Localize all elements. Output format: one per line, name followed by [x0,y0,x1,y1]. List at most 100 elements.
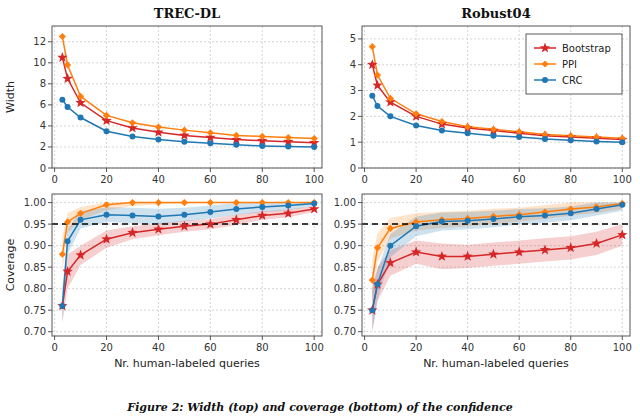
marker-star [385,257,395,267]
grid-line-x [416,26,417,168]
tick-y [48,41,52,42]
page: {"caption": "Figure 2: Width (top) and c… [0,0,640,419]
tick-y [358,267,362,268]
marker-diamond [103,112,110,119]
marker-circle [619,202,625,208]
tick-label-y: 5 [350,33,356,44]
tick-label-x: 80 [564,174,577,185]
grid-line-y [362,224,630,225]
marker-circle [594,206,600,212]
tick-label-x: 60 [513,174,526,185]
marker-circle [233,142,239,148]
subplot: 020406080100012345Robust04BootstrapPPICR… [350,6,632,185]
marker-diamond [285,134,292,141]
grid-line-y [52,62,322,63]
legend-box [526,34,622,94]
marker-star [488,249,498,259]
marker-diamond [233,199,240,206]
marker-star [57,300,67,310]
plot-frame [362,26,630,168]
marker-circle [65,238,71,244]
marker-diamond [369,276,376,283]
tick-y [48,62,52,63]
data-group [52,199,322,323]
marker-diamond [64,61,71,68]
marker-diamond [374,71,381,78]
tick-y [358,288,362,289]
tick-label-y: 12 [33,36,46,47]
tick-x [158,168,159,172]
axis-label-x: Nr. human-labeled queries [423,357,569,370]
marker-circle [78,115,84,121]
tick-label-x: 100 [305,174,324,185]
tick-label-y: 0.85 [24,262,46,273]
plot-frame [52,26,322,168]
grid-line-y [52,83,322,84]
marker-star [540,244,550,254]
marker-star [367,305,377,315]
marker-circle [542,213,548,219]
grid-line-y [52,310,322,311]
tick-x [54,168,55,172]
reference-line [362,223,630,225]
grid-line-x [364,194,365,336]
tick-y [48,331,52,332]
subplot: 0204060801000.700.750.800.850.900.951.00… [334,194,632,370]
tick-label-x: 40 [152,174,165,185]
tick-x [467,168,468,172]
grid-line-y [52,41,322,42]
tick-y [48,202,52,203]
grid-line-x [54,194,55,336]
marker-diamond [438,118,445,125]
marker-star [566,242,576,252]
marker-star [411,247,421,257]
tick-x [364,336,365,340]
tick-label-x: 100 [305,342,324,353]
marker-diamond [259,133,266,140]
grid-line-x [519,26,520,168]
tick-label-x: 100 [613,342,632,353]
legend-label: Bootstrap [562,43,611,54]
marker-diamond [207,129,214,136]
tick-label-y: 0.70 [334,326,356,337]
series-line [62,203,314,305]
tick-x [158,336,159,340]
marker-circle [439,219,445,225]
marker-diamond [181,127,188,134]
tick-label-y: 0.80 [24,283,46,294]
plot-background [362,194,630,336]
marker-star [153,224,163,234]
marker-diamond [129,119,136,126]
series-line [62,203,314,255]
tick-label-y: 1 [350,137,356,148]
series-line [62,37,314,139]
marker-circle [542,77,548,83]
marker-circle [516,134,522,140]
marker-star [127,227,137,237]
tick-label-x: 40 [152,342,165,353]
marker-circle [65,104,71,110]
marker-diamond [464,123,471,130]
marker-diamond [129,199,136,206]
marker-diamond [64,218,71,225]
subplot-title: Robust04 [461,6,530,21]
marker-star [62,73,72,83]
tick-x [210,168,211,172]
marker-star [462,251,472,261]
tick-y [48,267,52,268]
tick-x [210,336,211,340]
tick-label-y: 10 [33,57,46,68]
tick-label-y: 0.95 [24,219,46,230]
tick-x [622,336,623,340]
marker-star [231,214,241,224]
marker-circle [387,243,393,249]
marker-star [411,111,421,121]
marker-circle [78,217,84,223]
tick-y [48,104,52,105]
marker-diamond [541,60,548,67]
marker-circle [490,216,496,222]
tick-label-y: 0.90 [24,240,46,251]
legend: BootstrapPPICRC [526,34,622,94]
marker-circle [516,214,522,220]
marker-star [514,247,524,257]
